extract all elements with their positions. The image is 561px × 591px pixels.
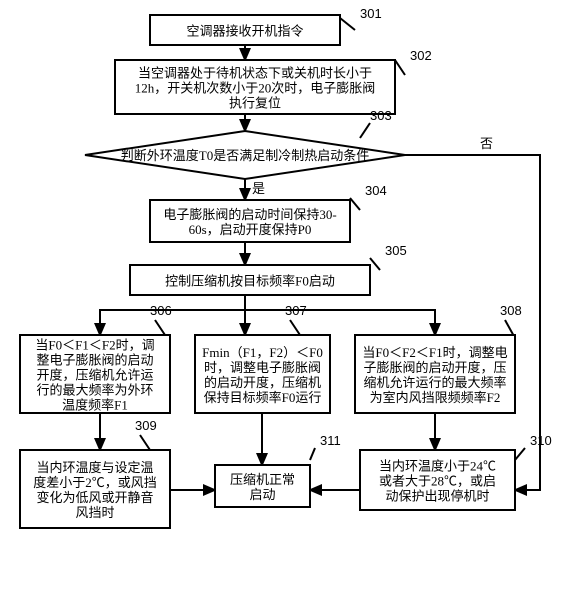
ref-302: 302 — [410, 48, 432, 63]
svg-text:当内环温度与设定温: 当内环温度与设定温 — [36, 460, 153, 475]
svg-text:温度频率F1: 温度频率F1 — [62, 398, 128, 413]
svg-text:度差小于2℃，或风挡: 度差小于2℃，或风挡 — [33, 475, 157, 490]
svg-text:开度，压缩机允许运: 开度，压缩机允许运 — [36, 368, 153, 383]
svg-text:60s，启动开度保持P0: 60s，启动开度保持P0 — [189, 222, 312, 237]
ref-305: 305 — [385, 243, 407, 258]
svg-text:缩机允许运行的最大频率: 缩机允许运行的最大频率 — [363, 375, 506, 390]
svg-text:整电子膨胀阀的启动: 整电子膨胀阀的启动 — [36, 353, 153, 368]
svg-text:或者大于28℃，或启: 或者大于28℃，或启 — [379, 474, 496, 489]
svg-text:Fmin（F1，F2）＜F0: Fmin（F1，F2）＜F0 — [202, 345, 323, 360]
ref-311: 311 — [320, 433, 341, 448]
svg-text:12h，开关机次数小于20次时，电子膨胀阀: 12h，开关机次数小于20次时，电子膨胀阀 — [135, 81, 376, 96]
svg-text:时，调整电子膨胀阀: 时，调整电子膨胀阀 — [204, 360, 321, 375]
svg-text:行的最大频率为外环: 行的最大频率为外环 — [36, 383, 153, 398]
svg-text:当空调器处于待机状态下或关机时长小于: 当空调器处于待机状态下或关机时长小于 — [138, 66, 372, 81]
svg-text:控制压缩机按目标频率F0启动: 控制压缩机按目标频率F0启动 — [165, 274, 335, 289]
svg-text:当F0＜F1＜F2时，调: 当F0＜F1＜F2时，调 — [35, 338, 154, 353]
svg-text:启动: 启动 — [249, 487, 275, 502]
svg-text:当内环温度小于24℃: 当内环温度小于24℃ — [379, 459, 496, 474]
ref-301: 301 — [360, 6, 382, 21]
svg-text:风挡时: 风挡时 — [75, 505, 114, 520]
ref-310: 310 — [530, 433, 552, 448]
ref-304: 304 — [365, 183, 387, 198]
ref-307: 307 — [285, 303, 307, 318]
ref-303: 303 — [370, 108, 392, 123]
branch-label: 是 — [252, 181, 265, 196]
svg-text:电子膨胀阀的启动时间保持30-: 电子膨胀阀的启动时间保持30- — [163, 207, 336, 222]
svg-text:变化为低风或开静音: 变化为低风或开静音 — [36, 490, 153, 505]
svg-text:执行复位: 执行复位 — [229, 96, 281, 111]
svg-text:判断外环温度T0是否满足制冷制热启动条件: 判断外环温度T0是否满足制冷制热启动条件 — [121, 148, 369, 163]
branch-label: 否 — [480, 136, 493, 151]
svg-text:的启动开度，压缩机: 的启动开度，压缩机 — [204, 375, 321, 390]
svg-text:当F0＜F2＜F1时，调整电: 当F0＜F2＜F1时，调整电 — [362, 345, 507, 360]
flowchart: 空调器接收开机指令 301 当空调器处于待机状态下或关机时长小于12h，开关机次数小… — [0, 0, 561, 591]
svg-text:压缩机正常: 压缩机正常 — [230, 472, 295, 487]
ref-309: 309 — [135, 418, 157, 433]
ref-308: 308 — [500, 303, 522, 318]
svg-text:保持目标频率F0运行: 保持目标频率F0运行 — [204, 390, 322, 405]
ref-306: 306 — [150, 303, 172, 318]
svg-text:为室内风挡限频频率F2: 为室内风挡限频频率F2 — [370, 390, 501, 405]
svg-text:空调器接收开机指令: 空调器接收开机指令 — [186, 24, 303, 39]
svg-text:动保护出现停机时: 动保护出现停机时 — [385, 489, 489, 504]
svg-text:子膨胀阀的启动开度，压: 子膨胀阀的启动开度，压 — [363, 360, 506, 375]
